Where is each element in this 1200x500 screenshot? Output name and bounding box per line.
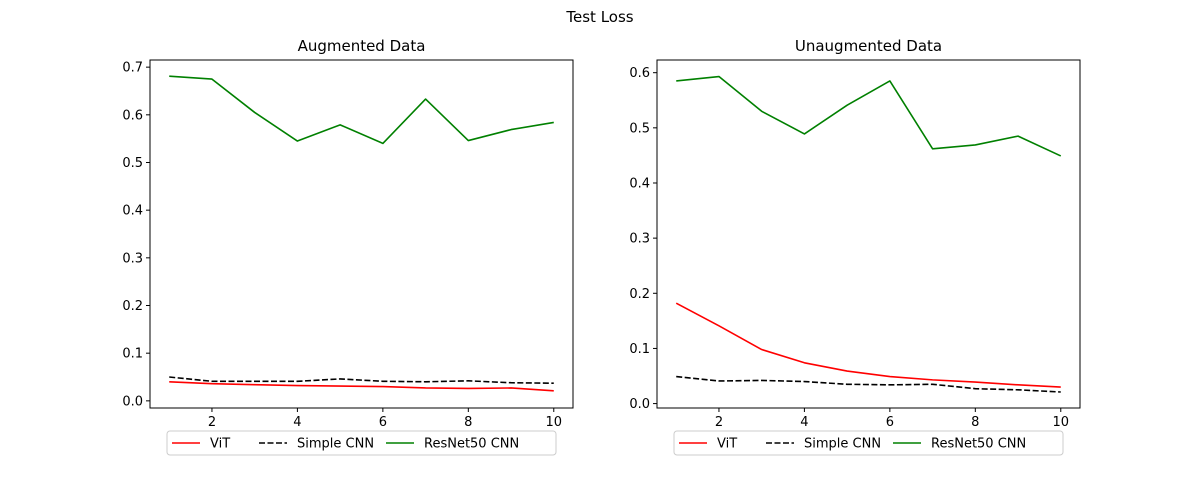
legend-frame [673,430,1064,456]
plot-area [149,59,574,409]
y-tick-label: 0.5 [122,156,143,171]
legend-label: Simple CNN [804,437,881,452]
chart-title: Unaugmented Data [795,37,942,55]
y-tick-label: 0.3 [122,251,143,266]
x-tick-label: 10 [1052,415,1069,430]
series-line-vit [169,380,554,392]
x-tick-label: 2 [715,415,723,430]
x-tick-label: 8 [971,415,979,430]
x-tick-label: 4 [293,415,301,430]
y-tick-label: 0.2 [122,299,143,314]
chart-panel-2: Unaugmented Data 2 4 6 8 10 0.0 0.1 0.2 0.3 0.4 0.5… [629,37,1081,456]
series-line-resnet50-cnn [169,75,554,145]
x-tick-label: 8 [464,415,472,430]
series-line-vit [675,302,1061,388]
figure-title: Test Loss [565,8,633,26]
legend-label: ResNet50 CNN [931,437,1026,452]
legend: ViT Simple CNN ResNet50 CNN [673,430,1064,456]
x-tick-label: 6 [379,415,387,430]
x-tick-label: 2 [208,415,216,430]
chart-panel-1: Augmented Data 2 4 6 8 10 0.0 0.1 0.2 0.3 0.4 0.5 0.… [122,37,574,456]
y-tick-label: 0.1 [122,347,143,362]
plot-area [656,59,1081,409]
y-tick-label: 0.0 [629,397,650,412]
legend-label: ResNet50 CNN [424,437,519,452]
y-tick-label: 0.2 [629,287,650,302]
y-tick-label: 0.5 [629,121,650,136]
series-line-simple-cnn [169,376,554,385]
y-tick-label: 0.7 [122,61,143,76]
x-tick-label: 10 [545,415,562,430]
x-tick-label: 4 [800,415,808,430]
legend-label: ViT [717,437,737,452]
legend-label: ViT [210,437,230,452]
y-tick-label: 0.6 [122,108,143,123]
y-tick-label: 0.6 [629,66,650,81]
series-line-resnet50-cnn [676,75,1062,157]
y-tick-label: 0.4 [629,176,650,191]
chart-title: Augmented Data [298,37,426,55]
legend-frame [166,430,557,456]
y-tick-label: 0.3 [629,232,650,247]
y-tick-label: 0.0 [122,394,143,409]
y-tick-label: 0.1 [629,342,650,357]
y-tick-label: 0.4 [122,204,143,219]
legend-label: Simple CNN [297,437,374,452]
x-tick-label: 6 [886,415,894,430]
legend: ViT Simple CNN ResNet50 CNN [166,430,557,456]
series-line-simple-cnn [676,375,1061,393]
